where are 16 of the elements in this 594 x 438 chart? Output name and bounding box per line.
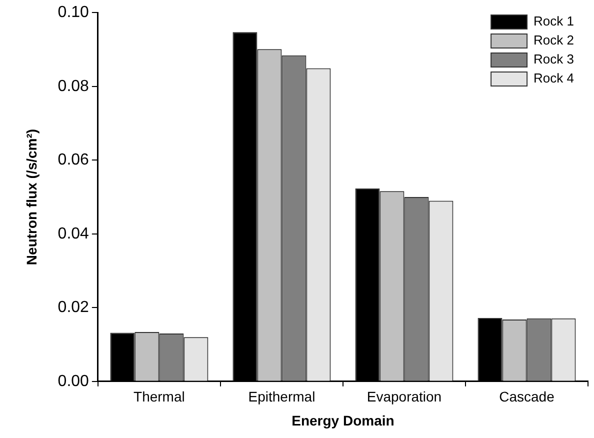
y-tick-label: 0.00 — [58, 372, 90, 390]
y-tick-label: 0.04 — [58, 225, 90, 242]
legend-label: Rock 4 — [534, 70, 574, 86]
y-tick-label: 0.02 — [58, 299, 90, 316]
x-axis-title: Energy Domain — [292, 412, 394, 428]
legend-label: Rock 1 — [534, 14, 574, 29]
x-tick-label: Cascade — [499, 388, 555, 405]
legend-label: Rock 3 — [534, 52, 574, 67]
y-tick-label: 0.10 — [58, 4, 90, 22]
legend-label: Rock 2 — [534, 32, 574, 48]
x-tick-label: Thermal — [134, 388, 185, 405]
x-tick-label: Epithermal — [248, 388, 316, 405]
x-tick-label: Evaporation — [366, 388, 442, 405]
y-tick-label: 0.06 — [58, 152, 90, 169]
y-axis-title: Neutron flux (/s/cm²) — [23, 128, 40, 266]
y-tick-label: 0.08 — [58, 78, 90, 95]
